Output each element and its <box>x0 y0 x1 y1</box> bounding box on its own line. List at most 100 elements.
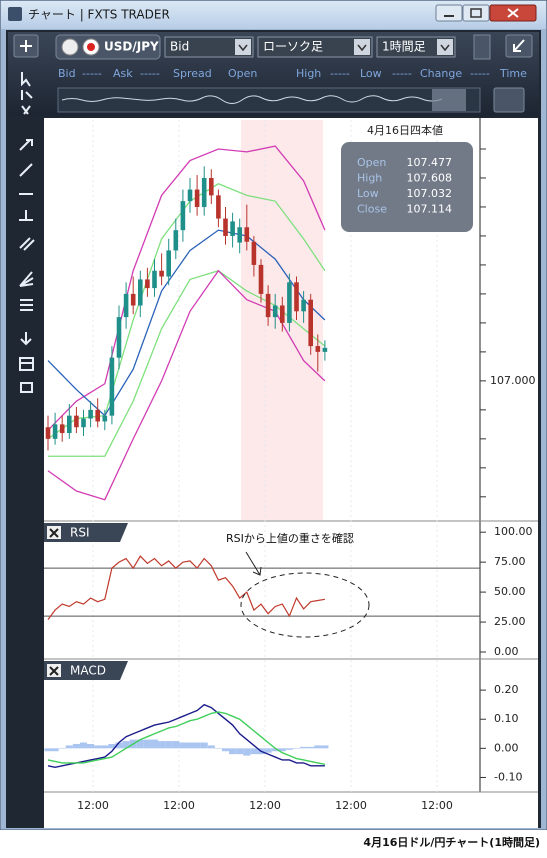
fib-tool[interactable] <box>20 299 33 311</box>
candle-body <box>130 293 136 306</box>
band-line <box>47 145 326 431</box>
download-tool[interactable] <box>20 332 32 346</box>
caption: 4月16日ドル/円チャート(1時間足) <box>363 835 540 849</box>
candle-body <box>201 177 207 207</box>
quote-label: ----- <box>392 67 412 80</box>
scroll-button[interactable] <box>473 34 491 60</box>
candle-body <box>315 346 321 352</box>
crosshair-tool[interactable] <box>21 90 33 100</box>
quote-label: Time <box>499 67 527 80</box>
candle-body <box>67 415 72 434</box>
collapse-icon <box>513 39 525 52</box>
candle-body <box>216 195 221 219</box>
macd-close-icon <box>49 666 59 676</box>
histogram-bar <box>87 743 95 749</box>
histogram-bar <box>193 742 201 749</box>
annotation-arrow <box>245 551 262 576</box>
window-title: チャート | FXTS TRADER <box>28 8 170 22</box>
histogram-bar <box>108 743 116 749</box>
y-tick-label: 0.00 <box>494 741 519 754</box>
channel-tool[interactable] <box>19 237 35 251</box>
rsi-line <box>47 555 325 621</box>
candle-body <box>159 270 164 277</box>
histogram-bar <box>172 741 180 749</box>
histogram-bar <box>150 739 159 749</box>
pointer-tool[interactable] <box>21 72 31 87</box>
info-value: 107.608 <box>407 172 453 185</box>
rsi-close-icon <box>49 528 59 538</box>
symbol-selector[interactable] <box>55 34 161 60</box>
histogram-bar <box>94 745 102 749</box>
y-tick-label: -0.10 <box>494 770 522 783</box>
quote-label: Ask <box>113 67 133 80</box>
candle-body <box>294 282 299 312</box>
candle-body <box>223 218 228 236</box>
quote-label: Open <box>228 67 257 80</box>
candle-body <box>81 418 86 428</box>
rsi-chart: 100.00 75.00 50.00 25.00 0.00 <box>44 525 533 658</box>
histogram-bar <box>158 741 166 749</box>
candle-body <box>180 201 186 231</box>
histogram-bar <box>264 748 272 753</box>
time-label: 12:00 <box>163 799 195 812</box>
camera-tool[interactable] <box>20 382 33 393</box>
chart-type-dropdown[interactable] <box>257 36 373 58</box>
candle-body <box>187 189 193 202</box>
vline-tool[interactable] <box>19 210 33 221</box>
fan-tool[interactable] <box>19 271 34 287</box>
annotation: RSIから上値の重さを確認 <box>226 531 354 545</box>
histogram-bar <box>79 742 88 749</box>
candle-body <box>102 415 108 422</box>
histogram-bar <box>72 743 80 749</box>
minimize-button[interactable] <box>435 4 463 22</box>
caption-area <box>0 830 547 858</box>
chart-type: ローソク足 <box>263 40 323 54</box>
quote-label: Bid <box>58 67 76 80</box>
time-label: 12:00 <box>77 799 109 812</box>
annotation-ellipse <box>240 572 370 638</box>
candle-body <box>194 189 200 207</box>
line-tool[interactable] <box>19 163 33 177</box>
list-tool[interactable] <box>19 357 34 371</box>
quote-label: ----- <box>82 67 102 80</box>
dropdown-arrow-box <box>354 39 370 55</box>
price-type-dropdown[interactable] <box>164 36 254 58</box>
y-tick-label: 50.00 <box>494 585 526 598</box>
time-label: 12:00 <box>335 799 367 812</box>
candle-body <box>88 409 93 419</box>
quote-label: ----- <box>140 67 160 80</box>
histogram-bar <box>115 742 123 749</box>
navigator-button[interactable] <box>493 87 525 113</box>
maximize-button[interactable] <box>462 4 490 22</box>
histogram-bar <box>207 745 215 749</box>
histogram-bar <box>314 745 322 749</box>
candle-body <box>280 305 285 323</box>
histogram-bar <box>143 739 151 749</box>
macd-chart: 0.20 0.10 0.00 -0.10 <box>44 683 522 783</box>
quote-label: Low <box>360 67 382 80</box>
macd-line <box>47 711 326 766</box>
candle-body <box>209 177 214 196</box>
tool-strip <box>8 118 44 828</box>
info-label: High <box>357 172 382 185</box>
tool-icons <box>19 72 35 393</box>
timeframe-dropdown[interactable] <box>376 36 456 58</box>
trend-tool[interactable] <box>19 139 33 151</box>
candle-body <box>244 227 250 242</box>
timeframe: 1時間足 <box>382 40 426 54</box>
histogram-bar <box>292 748 301 749</box>
navigator-window[interactable] <box>432 89 466 111</box>
info-label: Open <box>357 156 386 169</box>
histogram-bar <box>186 742 194 749</box>
hand-tool[interactable] <box>21 105 31 115</box>
dropdown-arrow-box <box>437 39 453 55</box>
us-flag-icon <box>61 38 79 56</box>
close-icon <box>507 8 519 18</box>
y-tick-label: 0.20 <box>494 683 519 696</box>
app-icon <box>8 7 22 21</box>
info-rows: Open 107.477 High 107.608 Low 107.032 Close 107… <box>357 156 452 216</box>
candle-body <box>251 241 257 265</box>
histogram-bar <box>271 748 279 752</box>
